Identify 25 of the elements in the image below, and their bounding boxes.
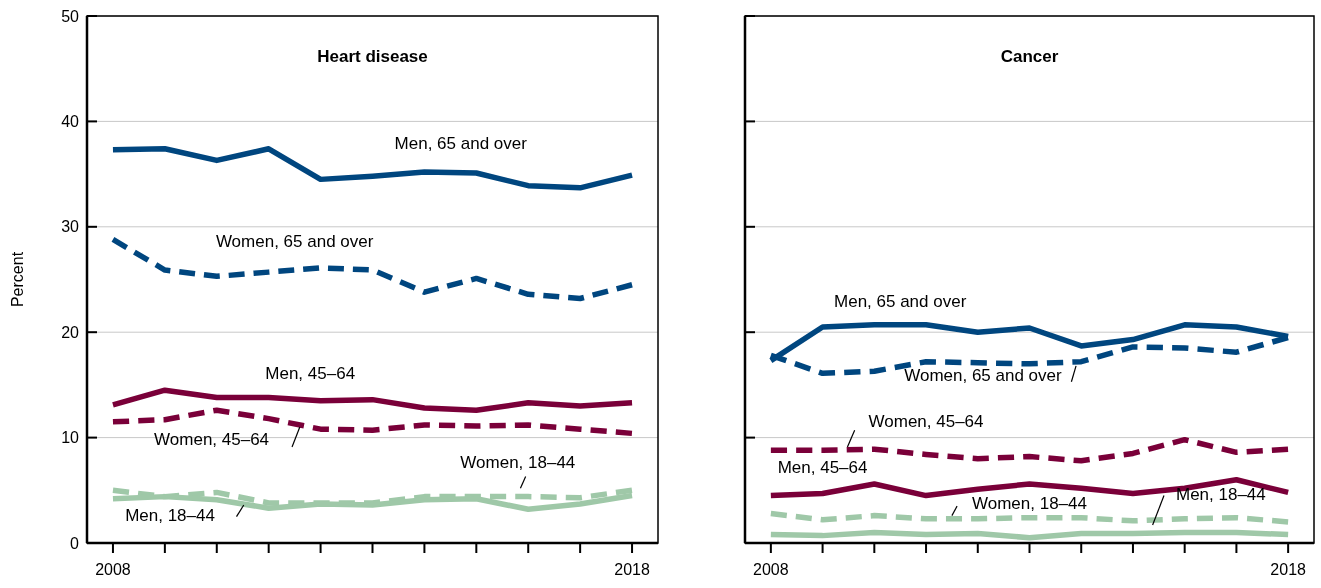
series-label: Women, 65 and over [904,365,1063,385]
series-label: Men, 45–64 [265,363,356,383]
y-tick-label: 20 [61,323,80,341]
series-label: Men, 18–44 [1175,484,1266,504]
series-label: Women, 18–44 [460,453,576,473]
y-tick-label: 40 [61,113,80,130]
series-label: Men, 65 and over [394,133,528,153]
series-label: Women, 45–64 [868,412,984,432]
y-axis-title: Percent [9,251,26,308]
x-tick-label: 2008 [753,561,789,578]
x-tick-label: 2018 [1270,561,1307,578]
y-tick-label: 10 [61,429,80,447]
series-label: Women, 18–44 [972,494,1087,514]
x-tick-label: 2008 [95,561,131,578]
series-label: Men, 45–64 [777,458,868,478]
text: Heart disease [317,47,428,66]
y-tick-label: 50 [61,7,80,25]
y-tick-label: 30 [61,218,80,236]
series-label: Men, 65 and over [834,291,967,311]
series-label: Men, 18–44 [125,505,215,525]
series-label: Women, 65 and over [215,231,374,251]
x-tick-label: 2018 [614,561,650,578]
y-tick-label: 0 [70,534,80,552]
series-label: Women, 45–64 [154,429,270,449]
text: Cancer [1000,47,1059,66]
